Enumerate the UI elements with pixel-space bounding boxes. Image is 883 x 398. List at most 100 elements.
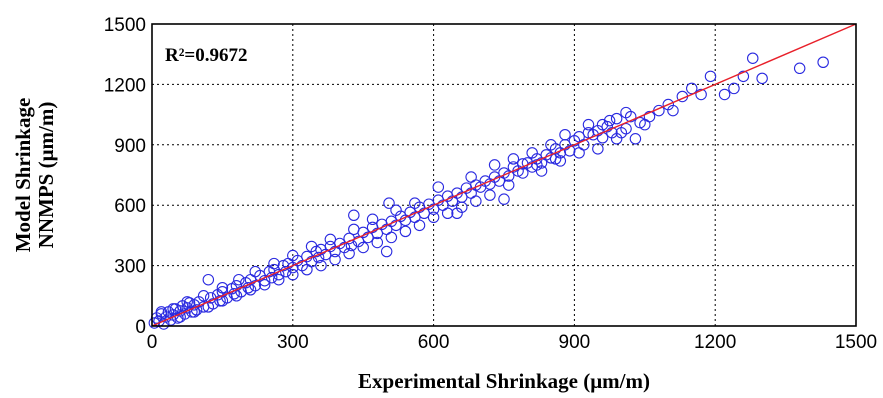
data-point [249,265,262,278]
data-point [526,147,538,159]
data-point [312,251,325,264]
data-point [592,143,604,155]
data-point [233,273,245,286]
x-axis-label: Experimental Shrinkage (μm/m) [358,369,650,393]
x-tick-label: 600 [418,332,450,353]
y-axis-label-line1: Model Shrinkage [11,98,35,253]
x-tick-labels: 0 300 600 900 1200 1500 [147,332,877,353]
data-point [629,133,642,145]
data-point [817,56,829,69]
data-point [704,70,717,83]
data-point [157,318,170,330]
y-tick-labels: 0 300 600 900 1200 1500 [104,15,146,338]
data-point [507,153,520,165]
data-point [230,290,243,302]
data-point [728,82,740,95]
data-point [167,303,179,315]
data-point [174,311,186,323]
y-tick-label: 1200 [104,75,146,96]
y-tick-label: 600 [114,196,146,217]
data-point [366,213,379,226]
y-tick-label: 1500 [104,15,146,36]
data-point [432,181,445,193]
data-point [667,104,679,117]
data-point [502,170,515,182]
data-point [582,118,595,131]
data-point [301,263,313,276]
data-point [746,52,759,64]
x-tick-label: 1500 [835,332,877,353]
data-point [258,278,271,291]
data-point [793,62,806,75]
data-point [155,306,168,318]
data-point [362,231,374,244]
data-point [272,273,285,286]
data-point [470,195,482,207]
data-point [268,257,280,270]
data-point [390,219,402,232]
grid-lines [152,24,856,326]
data-point [610,112,623,125]
data-point [390,204,402,216]
data-point [737,70,750,83]
data-point [324,233,337,246]
fit-line [151,23,857,327]
data-point [287,249,299,262]
data-point [718,88,731,101]
x-tick-label: 1200 [694,332,736,353]
data-point [190,304,203,316]
data-point [197,290,210,302]
data-point [348,223,360,236]
data-point [427,211,440,224]
data-point [418,207,430,220]
x-tick-label: 300 [277,332,309,353]
data-point [596,118,609,131]
data-point [441,207,454,220]
x-tick-label: 0 [147,332,158,353]
data-point [531,159,543,171]
data-point [484,189,496,201]
data-point [610,133,623,145]
data-point [549,153,562,165]
data-point [383,197,395,209]
data-point [545,139,557,151]
data-point [371,227,384,240]
y-tick-label: 900 [114,136,146,157]
data-point [329,253,341,266]
data-points [148,52,829,330]
data-point [620,106,632,119]
data-point [639,118,651,131]
data-point [280,265,292,278]
data-point [202,273,215,286]
x-tick-label: 900 [559,332,591,353]
data-point [502,179,515,191]
data-point [244,284,257,296]
data-point [258,274,271,287]
data-point [380,245,393,258]
data-point [385,231,398,244]
data-point [498,193,510,205]
data-point [427,203,440,215]
data-point [305,240,318,253]
data-point [517,167,529,179]
r-squared-annotation: R²=0.9672 [165,45,248,66]
data-point [695,88,707,101]
y-axis-label-line2: NNMPS (μm/m) [34,102,58,249]
data-point [409,197,421,209]
data-point [228,288,240,300]
y-axis-label: Model Shrinkage NNMPS (μm/m) [11,98,58,253]
data-point [399,225,412,238]
y-tick-label: 0 [135,317,146,338]
data-point [348,209,360,222]
data-point [413,219,426,232]
data-point [465,171,477,183]
data-point [620,122,632,135]
plot-frame [151,23,857,327]
data-point [685,82,698,95]
data-point [287,268,299,281]
data-point [181,296,193,308]
data-point [265,271,278,284]
data-point [603,114,616,127]
data-point [188,306,200,318]
